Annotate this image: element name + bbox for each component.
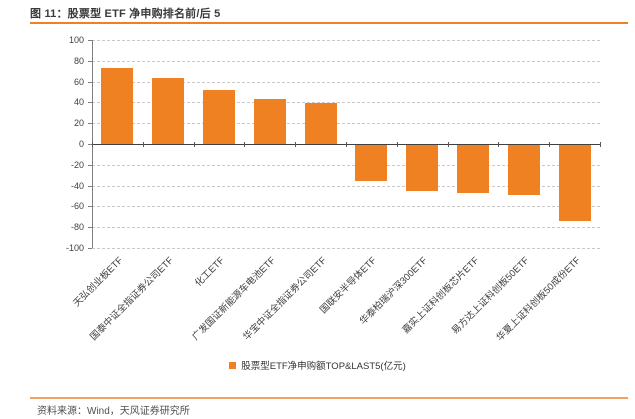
x-axis-tick xyxy=(92,142,93,147)
y-axis-tick xyxy=(88,102,92,104)
x-axis-tick xyxy=(142,142,144,147)
y-axis-label: 100 xyxy=(68,35,84,45)
x-axis-label: 华宝中证全指证券公司ETF xyxy=(240,255,329,343)
footer-divider xyxy=(30,397,628,399)
legend-marker xyxy=(229,361,237,369)
x-axis-label: 国泰中证全指证券公司ETF xyxy=(88,255,177,343)
y-axis-tick xyxy=(88,185,92,187)
y-axis-label: 60 xyxy=(73,76,84,87)
legend-label: 股票型ETF净申购额TOP&LAST5(亿元) xyxy=(241,361,406,372)
bar xyxy=(457,145,489,193)
y-axis-label: -60 xyxy=(70,201,84,212)
x-axis-tick xyxy=(346,142,347,147)
gridline xyxy=(92,248,600,249)
title-divider xyxy=(30,22,628,24)
x-axis-label: 华夏上证科创板50成份ETF xyxy=(494,255,583,344)
bar xyxy=(355,145,388,182)
bar xyxy=(253,99,286,144)
x-axis-tick xyxy=(396,142,398,147)
y-axis-label: 40 xyxy=(73,97,84,108)
y-axis-tick xyxy=(88,60,92,62)
y-axis-tick xyxy=(88,227,92,229)
y-axis-tick xyxy=(88,164,92,166)
x-axis-tick xyxy=(600,142,601,147)
gridline xyxy=(92,206,600,208)
y-axis-label: 0 xyxy=(78,139,84,149)
gridline xyxy=(92,123,600,125)
y-axis-label: -80 xyxy=(70,222,84,233)
chart-legend: 股票型ETF净申购额TOP&LAST5(亿元) xyxy=(0,358,635,372)
x-axis-tick xyxy=(295,142,297,147)
bar xyxy=(152,78,185,144)
y-axis-label: 20 xyxy=(73,118,84,129)
y-axis-tick xyxy=(88,81,92,83)
x-axis-label: 广发国证新能源车电池ETF xyxy=(190,255,278,343)
y-axis-label: -20 xyxy=(70,159,84,170)
bar xyxy=(558,145,591,221)
gridline xyxy=(92,185,600,187)
gridline xyxy=(92,81,600,83)
data-source-text: 资料来源：Wind，天风证券研究所 xyxy=(37,406,190,417)
y-axis-label: 80 xyxy=(73,55,84,66)
bar xyxy=(507,145,540,195)
bar xyxy=(304,103,337,144)
gridline xyxy=(92,227,600,229)
y-axis-tick xyxy=(88,248,92,249)
x-axis-tick xyxy=(498,142,500,147)
y-axis-tick xyxy=(88,206,92,208)
y-axis-tick xyxy=(88,144,92,145)
y-axis-label: -100 xyxy=(65,243,84,253)
y-axis-label: -40 xyxy=(70,180,84,191)
gridline xyxy=(92,40,600,41)
bar xyxy=(406,145,439,191)
bar xyxy=(203,89,235,144)
x-axis-tick xyxy=(549,142,551,147)
y-axis-tick xyxy=(88,123,92,125)
gridline xyxy=(92,164,600,166)
x-axis-tick xyxy=(447,142,449,147)
bar-chart-plot-area: 100 80 60 40 20 0 -20 -40 -60 -80 -100 天弘创业板ETF 国泰中证… xyxy=(66,35,601,344)
x-axis-label: 化工ETF xyxy=(192,255,227,290)
y-axis-tick xyxy=(88,40,92,41)
x-axis-tick xyxy=(244,142,246,147)
bar xyxy=(101,68,134,144)
gridline xyxy=(92,60,600,62)
x-axis-tick xyxy=(193,142,195,147)
figure-title: 图 11：股票型 ETF 净申购排名前/后 5 xyxy=(30,8,221,20)
gridline xyxy=(92,102,600,104)
